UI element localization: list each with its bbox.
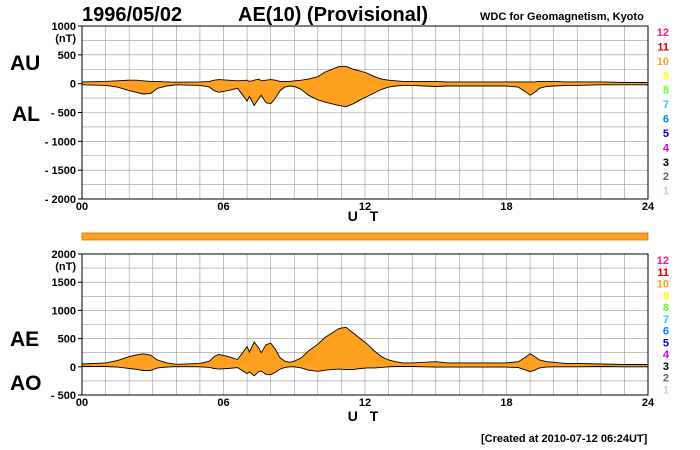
level-scale-label: 4 <box>663 142 670 154</box>
x-tick-label: 12 <box>359 201 371 213</box>
level-scale-label: 11 <box>657 41 669 53</box>
level-scale-label: 6 <box>663 326 669 338</box>
x-tick-label: 24 <box>642 397 655 409</box>
y-tick-label: 2000 <box>52 249 76 261</box>
level-scale-label: 7 <box>663 99 669 111</box>
series-line-al <box>81 84 648 108</box>
area-fill-ae-ao <box>82 327 648 376</box>
series-line-ae <box>81 326 648 365</box>
x-tick-label: 12 <box>359 397 371 409</box>
x-tick-label: 00 <box>76 201 88 213</box>
y-tick-label: - 2000 <box>45 194 76 206</box>
plot-frame <box>81 253 649 396</box>
ae-label: AE <box>10 328 40 351</box>
al-label: AL <box>12 103 40 126</box>
level-scale-label: 3 <box>663 361 669 373</box>
x-axis-label: U T <box>348 208 383 224</box>
y-tick-label: - 500 <box>51 108 76 120</box>
data-source: WDC for Geomagnetism, Kyoto <box>480 11 644 23</box>
y-tick-label: - 1500 <box>45 165 76 177</box>
unit-label: (nT) <box>55 33 76 45</box>
level-scale-label: 3 <box>663 157 669 169</box>
level-scale-label: 1 <box>663 384 669 396</box>
x-tick-label: 00 <box>76 397 88 409</box>
level-scale-label: 8 <box>663 302 669 314</box>
y-tick-label: - 1000 <box>45 136 76 148</box>
y-tick-label: 500 <box>58 50 76 62</box>
level-scale-label: 4 <box>663 349 670 361</box>
level-scale-label: 6 <box>663 114 669 126</box>
created-timestamp: [Created at 2010-07-12 06:24UT] <box>481 433 648 445</box>
x-tick-label: 24 <box>642 201 655 213</box>
level-scale-label: 7 <box>663 314 669 326</box>
x-tick-label: 06 <box>217 397 229 409</box>
chart-date: 1996/05/02 <box>82 4 183 26</box>
y-tick-label: - 500 <box>51 390 76 402</box>
area-fill-au-al <box>82 66 648 107</box>
level-scale-label: 2 <box>663 373 669 385</box>
level-scale-label: 2 <box>663 171 669 183</box>
level-scale-label: 10 <box>657 279 669 291</box>
series-line-ao <box>82 366 648 377</box>
level-scale-label: 9 <box>663 70 669 82</box>
y-tick-label: 0 <box>70 362 76 374</box>
level-scale-label: 10 <box>657 56 669 68</box>
y-tick-label: 500 <box>58 334 76 346</box>
x-tick-label: 06 <box>217 201 229 213</box>
ao-label: AO <box>10 372 42 395</box>
unit-label: (nT) <box>55 261 76 273</box>
x-tick-label: 18 <box>500 201 512 213</box>
series-line-au <box>81 65 648 83</box>
y-tick-label: 1000 <box>52 305 76 317</box>
activity-bar <box>81 232 649 241</box>
y-tick-label: 1000 <box>52 21 76 33</box>
level-scale-label: 11 <box>657 267 669 279</box>
level-scale-label: 9 <box>663 290 669 302</box>
x-axis-label: U T <box>348 408 383 424</box>
level-scale-label: 12 <box>657 27 669 39</box>
level-scale-label: 12 <box>657 255 669 267</box>
chart-title: AE(10) (Provisional) <box>238 4 429 26</box>
y-tick-label: 1500 <box>52 277 76 289</box>
level-scale-label: 1 <box>663 186 669 198</box>
au-label: AU <box>10 52 41 75</box>
x-tick-label: 18 <box>500 397 512 409</box>
level-scale-label: 8 <box>663 85 669 97</box>
y-tick-label: 0 <box>70 79 76 91</box>
level-scale-label: 5 <box>663 128 669 140</box>
level-scale-label: 5 <box>663 337 669 349</box>
